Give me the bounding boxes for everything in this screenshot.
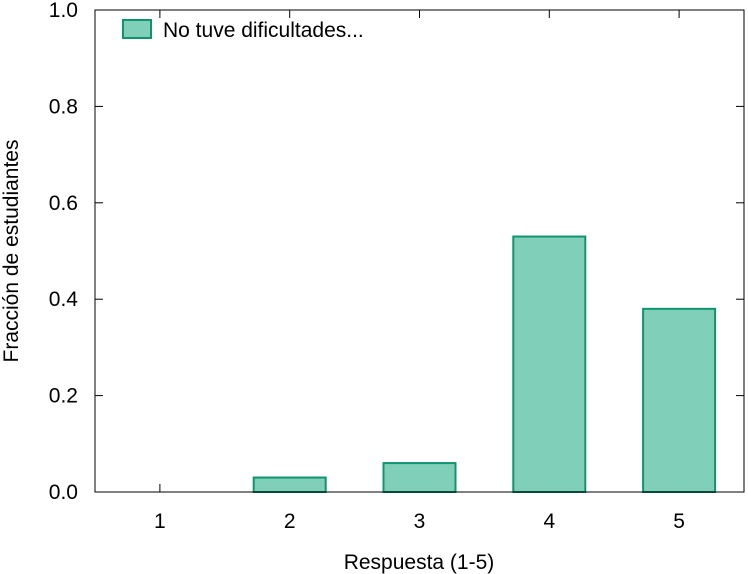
legend: No tuve dificultades... <box>122 19 364 42</box>
y-tick-label: 0.8 <box>49 95 78 118</box>
y-tick-label: 0.4 <box>49 288 79 311</box>
y-axis-label: Fracción de estudiantes <box>0 140 23 363</box>
legend-swatch <box>122 19 152 39</box>
x-tick-label: 3 <box>414 510 426 533</box>
legend-label: No tuve dificultades... <box>163 19 364 42</box>
x-tick-label: 5 <box>673 510 685 533</box>
x-tick-label: 4 <box>543 510 555 533</box>
y-tick-label: 0.6 <box>49 192 78 215</box>
ticks-layer: 0.0 0.2 0.4 0.6 0.8 1.0 1 2 3 4 5 <box>49 0 744 533</box>
y-tick-label: 1.0 <box>49 0 78 22</box>
plot-frame <box>94 9 745 493</box>
bar-3 <box>382 462 457 493</box>
y-tick-label: 0.0 <box>49 481 78 504</box>
y-tick-label: 0.2 <box>49 385 78 408</box>
bar-2 <box>252 476 327 494</box>
bars-layer <box>252 235 717 494</box>
bar-5 <box>642 307 717 493</box>
x-axis-label: Respuesta (1-5) <box>344 551 495 574</box>
bar-4 <box>512 235 587 493</box>
x-tick-label: 2 <box>284 510 296 533</box>
x-tick-label: 1 <box>154 510 166 533</box>
